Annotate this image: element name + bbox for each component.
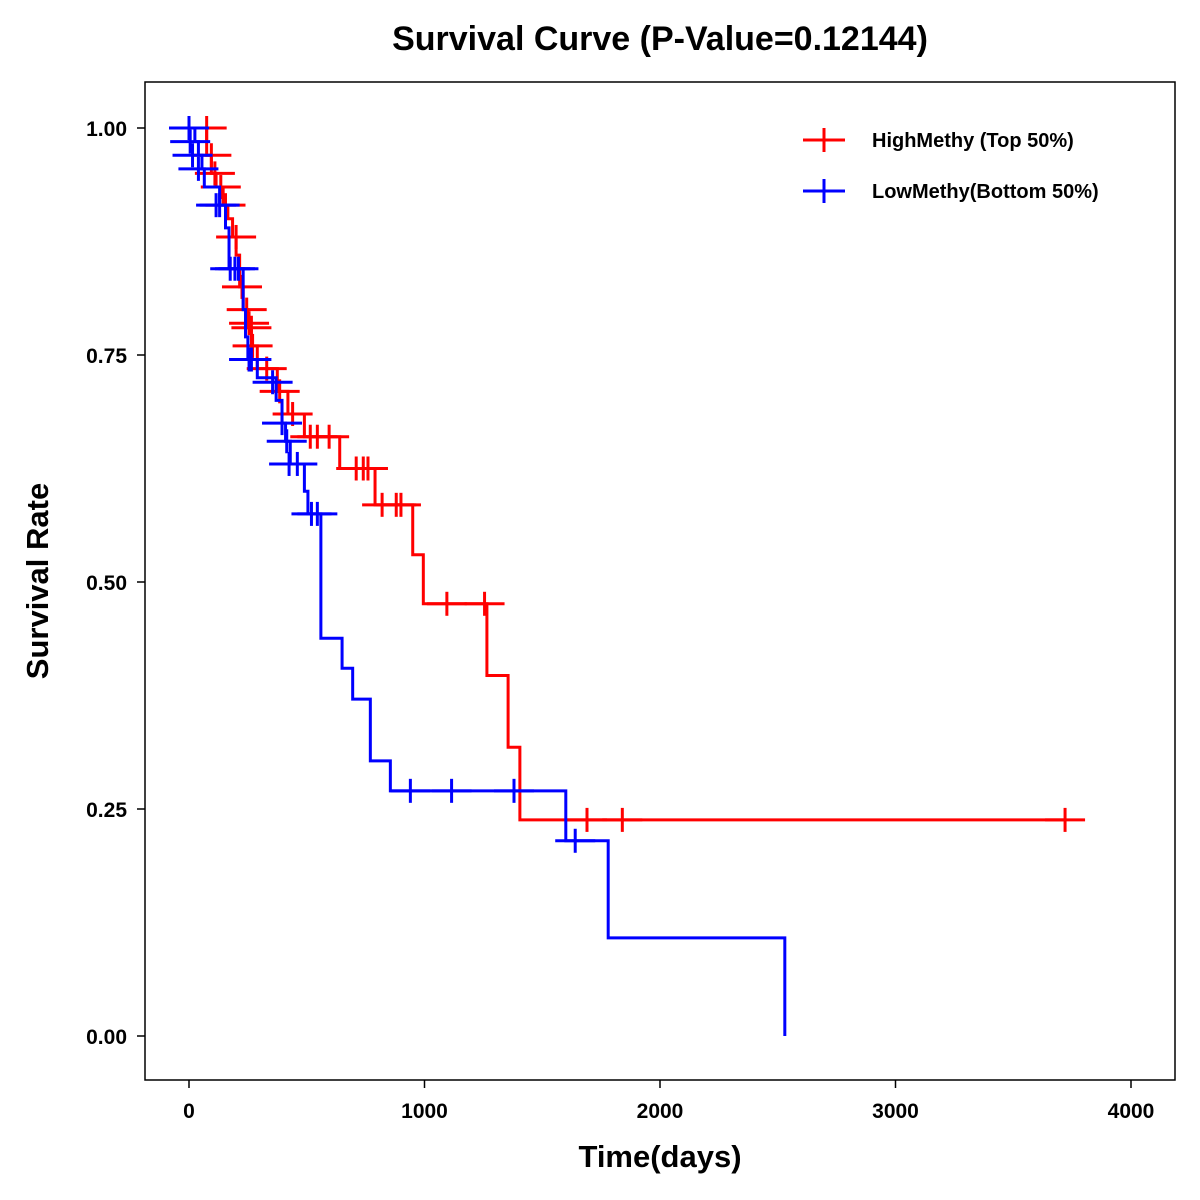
legend: HighMethy (Top 50%) LowMethy(Bottom 50%): [803, 128, 1099, 203]
censor-mark: [431, 778, 472, 803]
censor-mark: [170, 129, 211, 154]
legend-label-low: LowMethy(Bottom 50%): [872, 181, 1099, 203]
censor-mark: [566, 807, 607, 832]
censor-mark: [194, 161, 235, 186]
censor-mark: [464, 591, 505, 616]
censor-mark: [229, 311, 270, 336]
x-axis: 0 1000 2000 3000 4000: [183, 1080, 1154, 1123]
y-tick-label: 1.00: [86, 118, 127, 141]
censor-mark: [493, 778, 534, 803]
legend-item-high: HighMethy (Top 50%): [803, 128, 1074, 152]
y-tick-label: 0.00: [86, 1026, 127, 1049]
legend-item-low: LowMethy(Bottom 50%): [803, 179, 1099, 203]
x-tick-label: 2000: [637, 1100, 684, 1123]
x-axis-title: Time(days): [578, 1139, 741, 1174]
censor-mark: [178, 156, 219, 181]
x-tick-label: 1000: [401, 1100, 448, 1123]
plot-frame: [144, 81, 1176, 1081]
censor-mark: [277, 451, 318, 476]
censor-mark: [380, 492, 421, 517]
censor-mark: [297, 501, 338, 526]
survival-step-line: [189, 126, 787, 1036]
x-tick-label: 4000: [1108, 1100, 1155, 1123]
x-tick-label: 3000: [872, 1100, 919, 1123]
y-tick-label: 0.75: [86, 345, 127, 368]
censor-mark: [266, 429, 307, 454]
y-tick-label: 0.25: [86, 799, 127, 822]
censor-mark: [231, 347, 272, 372]
series-high-methy: [186, 116, 1086, 832]
y-axis: 0.00 0.25 0.50 0.75 1.00: [86, 118, 145, 1049]
y-axis-title: Survival Rate: [20, 483, 55, 679]
censor-mark: [218, 256, 259, 281]
x-tick-label: 0: [183, 1100, 195, 1123]
series-low-methy: [169, 116, 787, 1036]
censor-mark: [262, 411, 303, 436]
censor-mark: [309, 424, 350, 449]
censor-mark: [347, 456, 388, 481]
censor-mark: [555, 828, 596, 853]
censor-mark: [602, 807, 643, 832]
y-tick-label: 0.50: [86, 572, 127, 595]
censor-mark: [216, 224, 257, 249]
legend-label-high: HighMethy (Top 50%): [872, 130, 1074, 152]
censor-mark: [390, 778, 431, 803]
censor-mark: [426, 591, 467, 616]
censor-mark: [199, 193, 240, 218]
censor-mark: [1045, 807, 1086, 832]
chart-title: Survival Curve (P-Value=0.12144): [392, 20, 928, 58]
censor-mark: [172, 143, 213, 168]
censor-mark: [252, 370, 293, 395]
survival-step-line: [189, 126, 1066, 822]
